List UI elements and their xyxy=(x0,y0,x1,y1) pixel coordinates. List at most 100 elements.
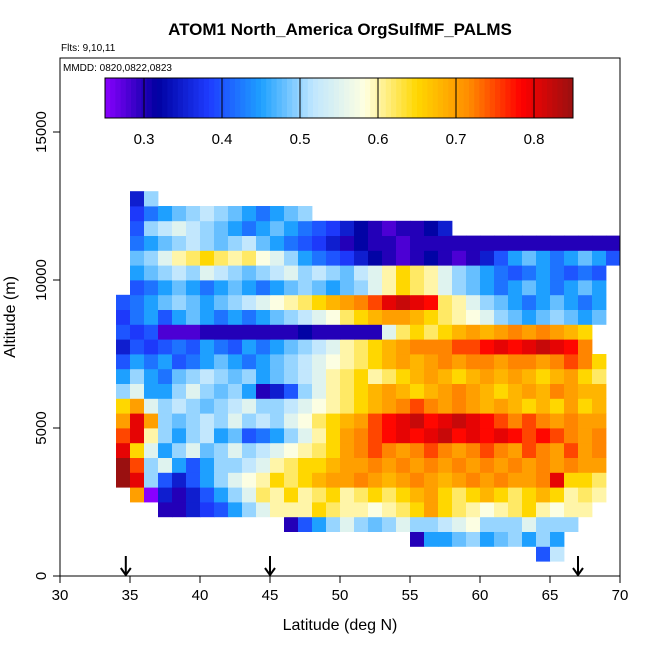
heatmap-cell xyxy=(368,428,383,444)
heatmap-cell xyxy=(550,413,565,429)
heatmap-cell xyxy=(438,280,453,296)
heatmap-cell xyxy=(186,324,201,340)
heatmap-cell xyxy=(186,265,201,281)
heatmap-cell xyxy=(354,294,369,310)
heatmap-cell xyxy=(298,398,313,414)
heatmap-cell xyxy=(116,339,131,355)
heatmap-cell xyxy=(410,294,425,310)
heatmap-cell xyxy=(340,280,355,296)
heatmap-cell xyxy=(144,368,159,384)
heatmap-cell xyxy=(424,383,439,399)
heatmap-cell xyxy=(410,413,425,429)
heatmap-cell xyxy=(242,428,257,444)
heatmap-cell xyxy=(564,428,579,444)
heatmap-cell xyxy=(256,309,271,325)
heatmap-cell xyxy=(354,339,369,355)
heatmap-cell xyxy=(144,206,159,222)
heatmap-cell xyxy=(522,516,537,532)
heatmap-cell xyxy=(592,472,607,488)
heatmap-cell xyxy=(312,324,327,340)
heatmap-cell xyxy=(130,413,145,429)
colorbar-tick-label: 0.8 xyxy=(524,131,545,148)
heatmap-cell xyxy=(592,398,607,414)
heatmap-cell xyxy=(326,309,341,325)
heatmap-cell xyxy=(368,324,383,340)
heatmap-cell xyxy=(438,472,453,488)
heatmap-cell xyxy=(578,428,593,444)
heatmap-cell xyxy=(550,398,565,414)
heatmap-cell xyxy=(340,413,355,429)
heatmap-cell xyxy=(228,487,243,503)
heatmap-cell xyxy=(340,324,355,340)
heatmap-cell xyxy=(340,354,355,370)
heatmap-cell xyxy=(270,235,285,251)
heatmap-cell xyxy=(522,250,537,266)
heatmap-cell xyxy=(578,235,593,251)
heatmap-cell xyxy=(186,250,201,266)
heatmap-cell xyxy=(298,280,313,296)
colorbar-swatch xyxy=(432,78,439,118)
heatmap-cell xyxy=(158,280,173,296)
heatmap-cell xyxy=(466,487,481,503)
heatmap-cell xyxy=(158,354,173,370)
heatmap-cell xyxy=(452,413,467,429)
colorbar-swatch xyxy=(255,78,262,118)
heatmap-cell xyxy=(270,428,285,444)
heatmap-cell xyxy=(284,235,299,251)
flights-label: Flts: 9,10,11 xyxy=(61,43,116,54)
heatmap-cell xyxy=(396,368,411,384)
heatmap-cell xyxy=(172,383,187,399)
heatmap-cell xyxy=(186,398,201,414)
colorbar-swatch xyxy=(427,78,434,118)
heatmap-cell xyxy=(214,428,229,444)
heatmap-cell xyxy=(298,265,313,281)
heatmap-cell xyxy=(438,250,453,266)
heatmap-cell xyxy=(536,457,551,473)
y-axis-label: Altitude (m) xyxy=(2,276,19,358)
heatmap-cell xyxy=(466,516,481,532)
heatmap-cell xyxy=(424,309,439,325)
heatmap-cell xyxy=(242,457,257,473)
heatmap-cell xyxy=(522,280,537,296)
heatmap-cell xyxy=(536,354,551,370)
heatmap-cell xyxy=(214,383,229,399)
heatmap-cell xyxy=(158,413,173,429)
heatmap-cell xyxy=(186,428,201,444)
heatmap-cell xyxy=(424,502,439,518)
heatmap-cell xyxy=(172,457,187,473)
heatmap-cell xyxy=(550,546,565,562)
heatmap-cell xyxy=(480,339,495,355)
heatmap-cell xyxy=(172,220,187,236)
heatmap-cell xyxy=(130,324,145,340)
heatmap-cell xyxy=(438,502,453,518)
heatmap-cell xyxy=(186,413,201,429)
heatmap-cell xyxy=(536,428,551,444)
heatmap-cell xyxy=(144,457,159,473)
heatmap-cell xyxy=(270,294,285,310)
heatmap-cell xyxy=(130,280,145,296)
heatmap-cell xyxy=(424,250,439,266)
heatmap-cell xyxy=(466,502,481,518)
heatmap-cell xyxy=(256,339,271,355)
x-tick-label: 50 xyxy=(332,587,349,604)
heatmap-cell xyxy=(550,502,565,518)
heatmap-cell xyxy=(354,472,369,488)
heatmap-cell xyxy=(508,472,523,488)
heatmap-cell xyxy=(298,324,313,340)
heatmap-cell xyxy=(116,368,131,384)
heatmap-cell xyxy=(200,398,215,414)
heatmap-cell xyxy=(368,487,383,503)
heatmap-cell xyxy=(270,472,285,488)
colorbar-swatch xyxy=(333,78,340,118)
heatmap-cell xyxy=(130,206,145,222)
heatmap-cell xyxy=(256,502,271,518)
heatmap-cell xyxy=(312,472,327,488)
heatmap-cell xyxy=(354,502,369,518)
heatmap-cell xyxy=(214,487,229,503)
colorbar-swatch xyxy=(136,78,142,118)
heatmap-cell xyxy=(564,250,579,266)
heatmap-cell xyxy=(158,309,173,325)
heatmap-cell xyxy=(522,472,537,488)
heatmap-cell xyxy=(382,398,397,414)
heatmap-cell xyxy=(340,457,355,473)
